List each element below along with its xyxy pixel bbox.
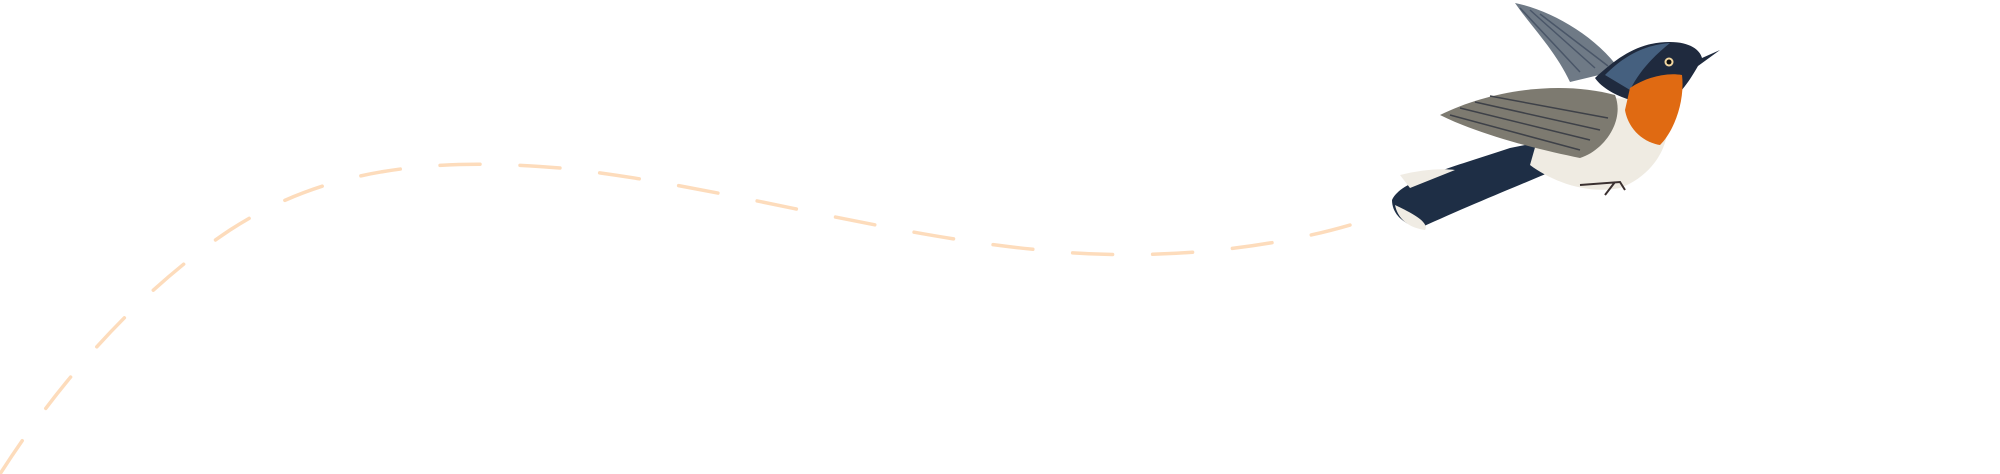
bird-lower-wing (1440, 87, 1618, 158)
bird-icon (1392, 3, 1720, 230)
bird-throat (1625, 74, 1683, 145)
bird-tail (1392, 140, 1555, 228)
dashed-flight-path (0, 162, 1362, 474)
bird-feet (1579, 180, 1626, 196)
